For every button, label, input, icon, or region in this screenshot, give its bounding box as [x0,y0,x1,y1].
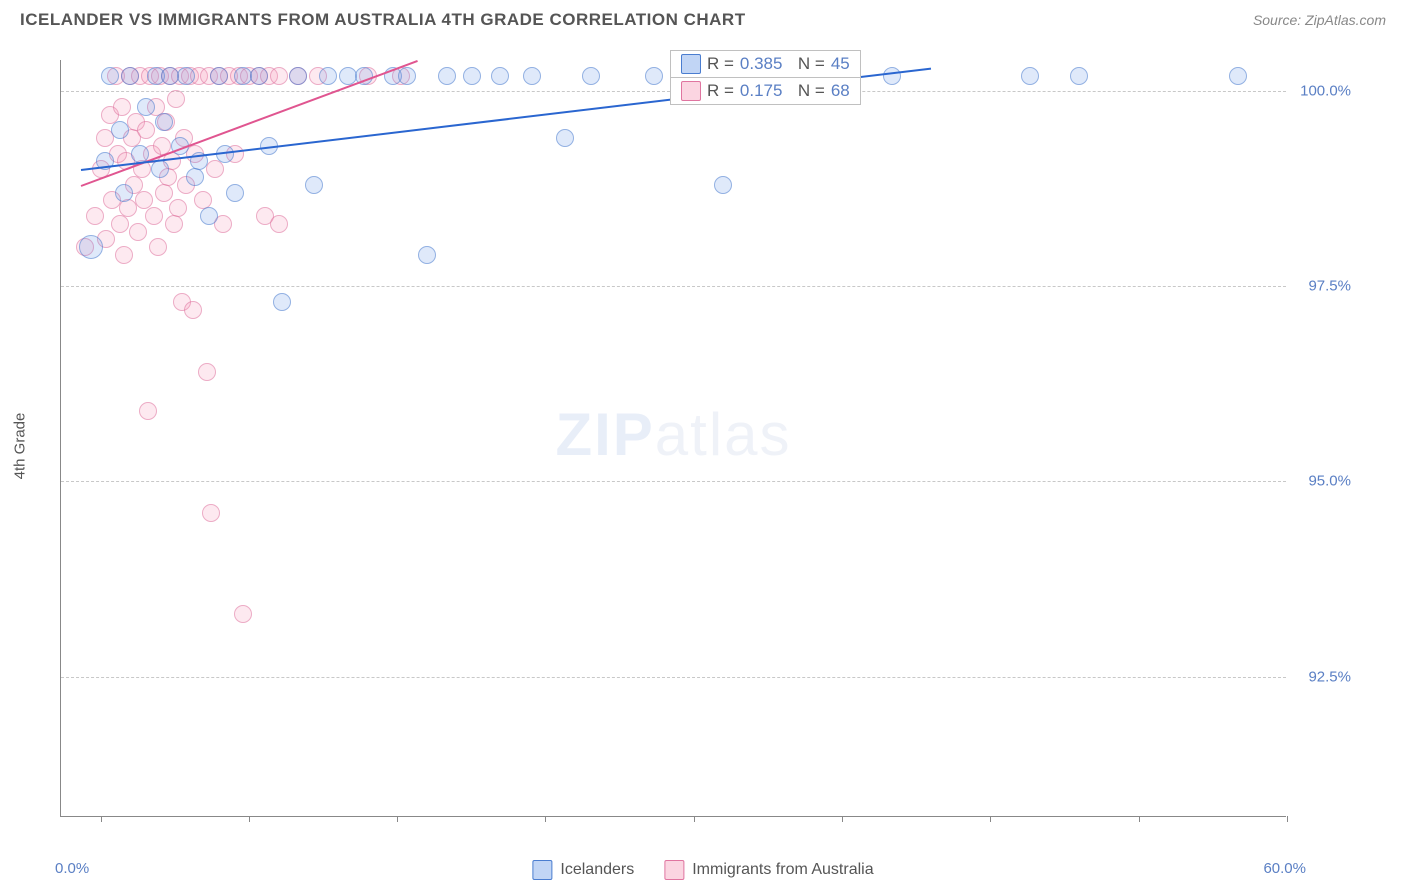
stat-n-blue: 45 [831,54,850,74]
swatch-pink-icon [681,81,701,101]
stat-n-pink: 68 [831,81,850,101]
scatter-point [398,67,416,85]
stat-r-pink: 0.175 [740,81,783,101]
y-tick-label: 100.0% [1300,83,1351,100]
scatter-point [169,199,187,217]
chart-title: ICELANDER VS IMMIGRANTS FROM AUSTRALIA 4… [20,10,746,30]
x-tick [249,816,250,822]
scatter-point [202,504,220,522]
scatter-point [111,121,129,139]
x-axis-max-label: 60.0% [1263,860,1306,877]
watermark-part1: ZIP [555,401,654,468]
swatch-pink-icon [664,860,684,880]
plot-area: ZIPatlas [60,60,1286,817]
y-tick-label: 95.0% [1308,473,1351,490]
scatter-point [226,184,244,202]
source-attribution: Source: ZipAtlas.com [1253,12,1386,28]
scatter-point [155,113,173,131]
chart-header: ICELANDER VS IMMIGRANTS FROM AUSTRALIA 4… [0,0,1406,35]
scatter-point [137,98,155,116]
scatter-point [121,67,139,85]
scatter-point [250,67,268,85]
y-tick-label: 97.5% [1308,278,1351,295]
watermark: ZIPatlas [555,400,791,469]
scatter-point [438,67,456,85]
legend-label-pink: Immigrants from Australia [692,861,873,879]
scatter-point [155,184,173,202]
scatter-point [645,67,663,85]
scatter-point [151,160,169,178]
y-tick-label: 92.5% [1308,668,1351,685]
scatter-point [86,207,104,225]
scatter-point [200,207,218,225]
scatter-point [184,301,202,319]
scatter-point [101,67,119,85]
scatter-point [137,121,155,139]
scatter-point [186,168,204,186]
x-tick [1139,816,1140,822]
scatter-point [129,223,147,241]
scatter-point [210,67,228,85]
scatter-point [79,235,103,259]
stat-r-label: R = [707,81,734,101]
x-tick [397,816,398,822]
x-tick [101,816,102,822]
stats-row-blue: R = 0.385 N = 45 [671,51,860,77]
scatter-point [111,215,129,233]
scatter-point [523,67,541,85]
scatter-point [714,176,732,194]
scatter-point [1021,67,1039,85]
scatter-point [145,207,163,225]
stat-n-label: N = [788,54,824,74]
stat-r-label: R = [707,54,734,74]
scatter-point [113,98,131,116]
x-tick [545,816,546,822]
watermark-part2: atlas [655,401,792,468]
scatter-point [234,605,252,623]
scatter-point [319,67,337,85]
legend-label-blue: Icelanders [560,861,634,879]
scatter-point [289,67,307,85]
scatter-point [463,67,481,85]
scatter-point [206,160,224,178]
stat-r-blue: 0.385 [740,54,783,74]
scatter-point [167,90,185,108]
legend-item-blue: Icelanders [532,860,634,880]
correlation-stats-box: R = 0.385 N = 45 R = 0.175 N = 68 [670,50,861,105]
series-legend: Icelanders Immigrants from Australia [532,860,873,880]
scatter-point [883,67,901,85]
scatter-point [115,246,133,264]
scatter-point [139,402,157,420]
scatter-point [582,67,600,85]
stat-n-label: N = [788,81,824,101]
scatter-point [556,129,574,147]
gridline [61,286,1286,287]
scatter-point [270,67,288,85]
x-tick [842,816,843,822]
stats-row-pink: R = 0.175 N = 68 [671,77,860,104]
scatter-point [165,215,183,233]
swatch-blue-icon [681,54,701,74]
scatter-point [177,67,195,85]
scatter-point [1229,67,1247,85]
y-axis-title: 4th Grade [12,413,29,480]
scatter-point [115,184,133,202]
x-axis-min-label: 0.0% [55,860,89,877]
scatter-point [491,67,509,85]
x-tick [694,816,695,822]
x-tick [990,816,991,822]
scatter-point [198,363,216,381]
scatter-point [273,293,291,311]
scatter-point [418,246,436,264]
swatch-blue-icon [532,860,552,880]
scatter-point [305,176,323,194]
x-tick [1287,816,1288,822]
legend-item-pink: Immigrants from Australia [664,860,873,880]
scatter-point [270,215,288,233]
scatter-point [149,238,167,256]
scatter-point [1070,67,1088,85]
gridline [61,481,1286,482]
gridline [61,677,1286,678]
chart-container: ZIPatlas R = 0.385 N = 45 R = 0.175 N = … [60,45,1386,827]
